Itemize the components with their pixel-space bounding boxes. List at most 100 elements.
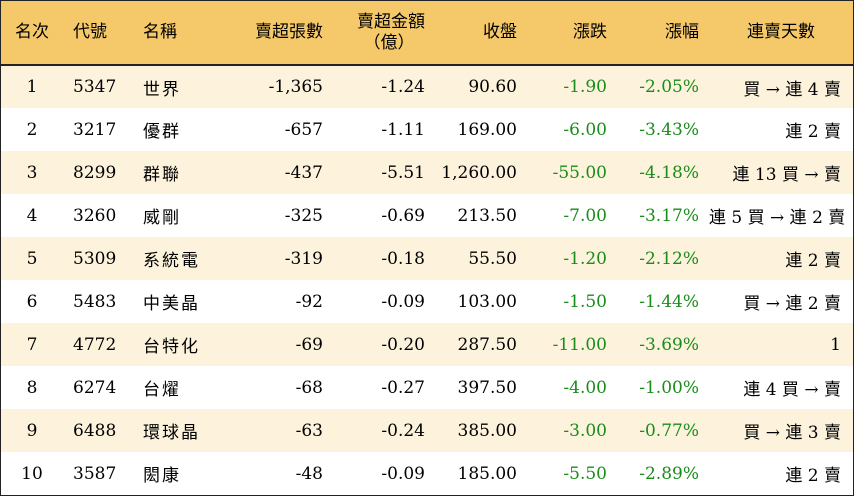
code-cell: 6488 (73, 420, 117, 441)
net-sell-lots-cell: -48 (295, 463, 323, 484)
net-sell-amount-cell: -0.09 (381, 463, 425, 484)
code-cell: 5347 (73, 77, 117, 97)
change-cell: -1.90 (563, 77, 607, 97)
name-cell: 閎康 (143, 466, 181, 486)
header-net-sell-lots: 賣超張數 (231, 1, 333, 66)
close-cell: 185.00 (457, 463, 517, 484)
change-cell: -3.00 (563, 420, 607, 441)
change-pct-cell: -3.69% (639, 334, 699, 355)
name-cell: 中美晶 (143, 294, 200, 314)
name-cell: 世界 (143, 79, 181, 100)
change-pct-cell: -3.43% (639, 119, 699, 140)
net-sell-lots-cell: -319 (284, 248, 323, 269)
change-pct-cell: -1.00% (639, 377, 699, 398)
change-pct-cell: -2.12% (639, 248, 699, 269)
net-sell-amount-cell: -0.24 (381, 420, 425, 441)
net-sell-lots-cell: -1,365 (268, 77, 323, 97)
close-cell: 385.00 (457, 420, 517, 441)
header-change: 漲跌 (527, 1, 617, 66)
close-cell: 169.00 (457, 119, 517, 140)
streak-cell: 買 → 連 2 賣 (743, 294, 841, 314)
net-sell-amount-cell: -0.27 (381, 377, 425, 398)
streak-cell: 連 2 賣 (785, 466, 841, 486)
net-sell-lots-cell: -437 (284, 162, 323, 183)
change-cell: -11.00 (552, 334, 607, 355)
name-cell: 台燿 (143, 380, 181, 400)
table-header: 名次 代號 名稱 賣超張數 賣超金額 （億） 收盤 漲跌 漲幅 連賣天數 (1, 1, 853, 66)
code-cell: 8299 (73, 162, 117, 183)
name-cell: 優群 (143, 122, 181, 142)
header-rank: 名次 (1, 1, 63, 66)
net-sell-amount-cell: -0.20 (381, 334, 425, 355)
name-cell: 系統電 (143, 251, 200, 271)
table-body: 1 5347 世界 -1,365 -1.24 90.60 -1.90 -2.05% 買 → 連 … (1, 65, 853, 495)
streak-cell: 買 → 連 4 賣 (743, 79, 841, 100)
change-pct-cell: -4.18% (639, 162, 699, 183)
name-cell: 群聯 (143, 165, 181, 185)
change-cell: -55.00 (552, 162, 607, 183)
change-cell: -1.50 (563, 291, 607, 312)
net-sell-amount-cell: -1.11 (381, 119, 425, 140)
header-change-pct: 漲幅 (617, 1, 709, 66)
change-cell: -6.00 (563, 119, 607, 140)
change-pct-cell: -1.44% (639, 291, 699, 312)
streak-cell: 連 2 賣 (785, 251, 841, 271)
table-row: 2 3217 優群 -657 -1.11 169.00 -6.00 -3.43% 連 2 賣 (1, 108, 853, 151)
code-cell: 3260 (73, 205, 117, 226)
code-cell: 6274 (73, 377, 117, 398)
rank-cell: 5 (26, 248, 38, 269)
name-cell: 環球晶 (143, 423, 200, 443)
change-cell: -1.20 (563, 248, 607, 269)
streak-cell: 買 → 連 3 賣 (743, 423, 841, 443)
change-pct-cell: -2.05% (639, 77, 699, 97)
streak-cell: 連 4 買 → 賣 (743, 380, 841, 400)
close-cell: 103.00 (457, 291, 517, 312)
header-net-sell-amount-line1: 賣超金額 (357, 12, 425, 33)
header-row: 名次 代號 名稱 賣超張數 賣超金額 （億） 收盤 漲跌 漲幅 連賣天數 (1, 1, 853, 66)
table-row: 3 8299 群聯 -437 -5.51 1,260.00 -55.00 -4.18% 連 13… (1, 151, 853, 194)
header-code: 代號 (63, 1, 131, 66)
streak-cell: 連 5 買 → 連 2 賣 (709, 208, 846, 228)
rank-cell: 4 (26, 205, 38, 226)
code-cell: 4772 (73, 334, 117, 355)
code-cell: 3587 (73, 463, 117, 484)
net-sell-lots-cell: -657 (284, 119, 323, 140)
header-streak: 連賣天數 (709, 1, 853, 66)
name-cell: 台特化 (143, 337, 200, 357)
net-sell-amount-cell: -5.51 (381, 162, 425, 183)
streak-cell: 連 13 買 → 賣 (732, 165, 842, 185)
net-sell-lots-cell: -69 (295, 334, 323, 355)
rank-cell: 1 (26, 77, 38, 97)
close-cell: 213.50 (457, 205, 517, 226)
rank-cell: 10 (21, 463, 43, 484)
table-row: 10 3587 閎康 -48 -0.09 185.00 -5.50 -2.89% 連 2 賣 (1, 452, 853, 495)
table-row: 7 4772 台特化 -69 -0.20 287.50 -11.00 -3.69% 1 (1, 323, 853, 366)
net-sell-lots-cell: -325 (284, 205, 323, 226)
net-sell-amount-cell: -0.18 (381, 248, 425, 269)
code-cell: 3217 (73, 119, 117, 140)
change-cell: -5.50 (563, 463, 607, 484)
header-net-sell-amount-line2: （億） (363, 32, 415, 53)
streak-cell: 連 2 賣 (785, 122, 841, 142)
header-net-sell-amount: 賣超金額 （億） (333, 1, 435, 66)
code-cell: 5309 (73, 248, 117, 269)
table-row: 9 6488 環球晶 -63 -0.24 385.00 -3.00 -0.77% 買 → 連 3… (1, 409, 853, 452)
header-name: 名稱 (131, 1, 231, 66)
change-pct-cell: -2.89% (639, 463, 699, 484)
rank-cell: 2 (26, 119, 38, 140)
net-sell-amount-cell: -0.69 (381, 205, 425, 226)
close-cell: 397.50 (457, 377, 517, 398)
change-pct-cell: -0.77% (639, 420, 699, 441)
rank-cell: 7 (26, 334, 38, 355)
table-row: 5 5309 系統電 -319 -0.18 55.50 -1.20 -2.12% 連 2 賣 (1, 237, 853, 280)
close-cell: 287.50 (457, 334, 517, 355)
net-sell-lots-cell: -63 (295, 420, 323, 441)
rank-cell: 9 (26, 420, 38, 441)
change-pct-cell: -3.17% (639, 205, 699, 226)
rank-cell: 3 (26, 162, 38, 183)
header-close: 收盤 (435, 1, 527, 66)
close-cell: 1,260.00 (441, 162, 517, 183)
net-sell-lots-cell: -92 (295, 291, 323, 312)
